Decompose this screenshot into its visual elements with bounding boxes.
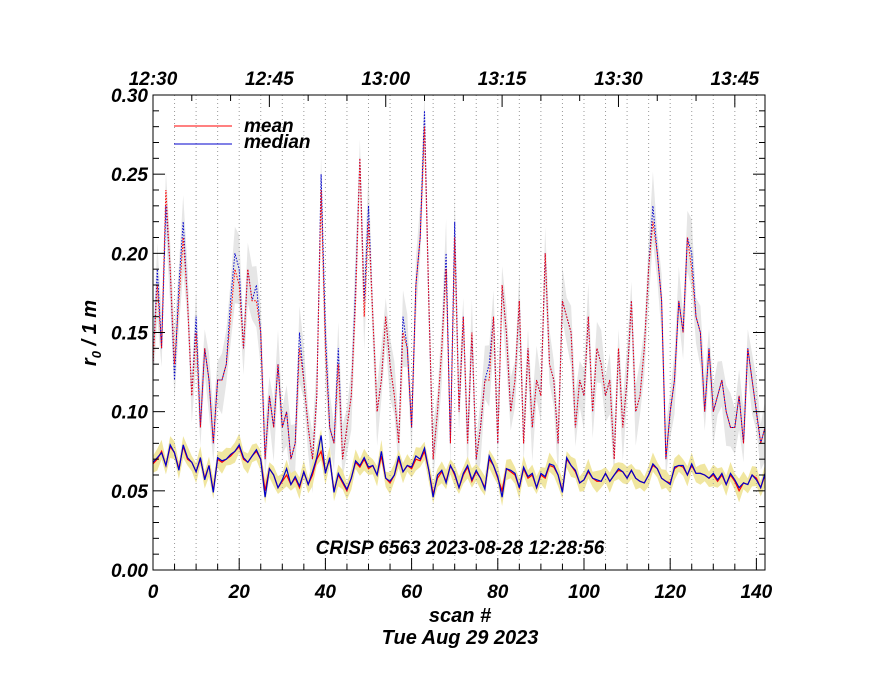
y-axis-title-unit: / 1 m (79, 300, 101, 351)
x-tick-label-20: 20 (228, 582, 251, 603)
x-tick-label-80: 80 (487, 582, 509, 603)
x-tick-label-40: 40 (314, 582, 337, 603)
y-tick-label-3: 0.15 (111, 324, 148, 345)
y-tick-label-1: 0.05 (111, 482, 148, 503)
legend-median-label: median (244, 132, 311, 153)
y-tick-label-5: 0.25 (111, 165, 148, 186)
top-time-label-1: 12:45 (245, 69, 294, 90)
x-tick-label-100: 100 (568, 582, 600, 603)
x-tick-label-140: 140 (741, 582, 773, 603)
legend-mean-label: mean (244, 116, 294, 137)
top-time-label-0: 12:30 (129, 69, 178, 90)
top-time-label-5: 13:45 (711, 69, 760, 90)
series-upper-mean (152, 126, 766, 460)
x-tick-label-0: 0 (148, 582, 159, 603)
chart-annotation: CRISP 6563 2023-08-28 12:28:56 (316, 538, 605, 559)
spread-band-layer (153, 91, 765, 506)
top-time-label-3: 13:15 (478, 69, 527, 90)
upper-spread-band (153, 91, 765, 494)
y-axis-title: r0 / 1 m (79, 300, 104, 366)
vertical-gridlines (174, 95, 757, 570)
y-axis-title-r: r (79, 357, 101, 366)
y-tick-label-6: 0.30 (111, 86, 148, 107)
x-tick-label-60: 60 (401, 582, 423, 603)
date-label: Tue Aug 29 2023 (382, 627, 539, 649)
series-layer (152, 110, 766, 498)
legend: mean median (174, 116, 311, 153)
x-axis-title: scan # (429, 605, 492, 627)
y-axis-title-subscript: 0 (89, 350, 104, 358)
top-time-label-2: 13:00 (361, 69, 410, 90)
axis-tick-labels: 0 20 40 60 80 100 120 140 0.00 0.05 0.10 0.15 0.20 0.… (111, 69, 773, 603)
top-time-label-4: 13:30 (594, 69, 643, 90)
y-tick-label-2: 0.10 (111, 403, 148, 424)
y-tick-label-0: 0.00 (111, 561, 148, 582)
series-lower-median (152, 435, 766, 498)
y-tick-label-4: 0.20 (111, 244, 148, 265)
axis-ticks (152, 94, 765, 571)
lower-spread-band (153, 429, 765, 506)
x-tick-label-120: 120 (654, 582, 686, 603)
